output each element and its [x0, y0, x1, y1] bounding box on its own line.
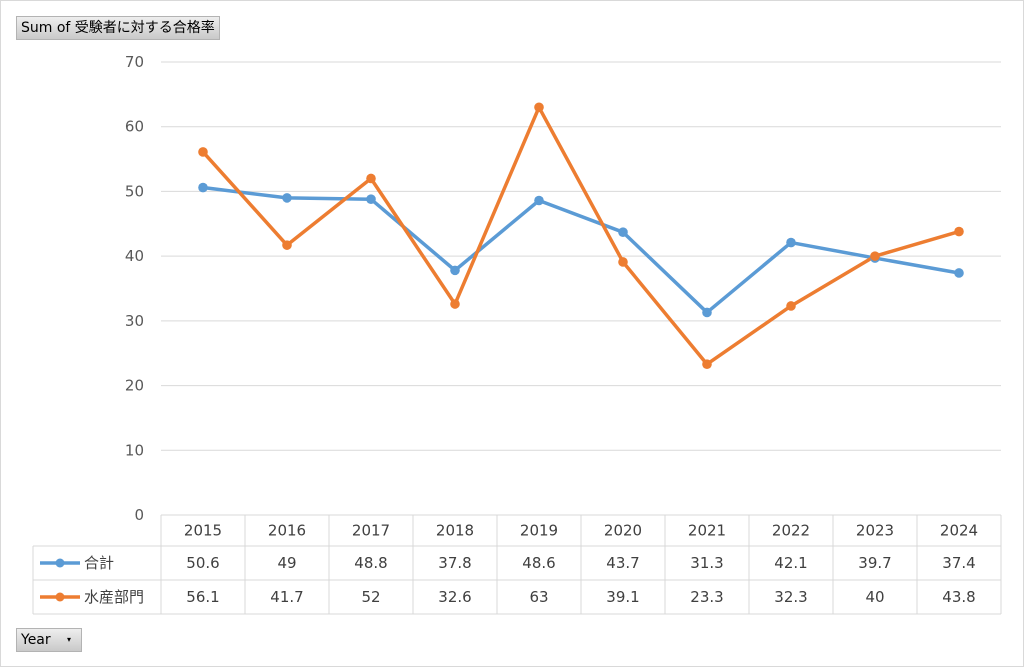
- data-table-value: 40: [865, 588, 884, 606]
- data-point: [786, 301, 796, 311]
- data-point: [618, 257, 628, 267]
- dropdown-arrow-icon[interactable]: ▾: [66, 635, 71, 644]
- data-point: [282, 193, 292, 203]
- data-table-value: 39.1: [606, 588, 639, 606]
- data-point: [198, 182, 208, 193]
- data-point: [198, 147, 208, 157]
- data-point: [618, 227, 628, 237]
- x-tick-label: 2015: [184, 522, 222, 540]
- y-tick-label: 20: [125, 377, 144, 395]
- legend-label: 合計: [84, 554, 114, 572]
- axis-field-button[interactable]: Year ▾: [16, 628, 82, 652]
- y-tick-label: 60: [125, 118, 144, 136]
- y-tick-label: 30: [125, 312, 144, 330]
- series-lines: [201, 105, 961, 366]
- data-table-value: 63: [529, 588, 548, 606]
- data-table-value: 37.8: [438, 554, 471, 572]
- data-point: [786, 237, 796, 248]
- data-point: [534, 102, 544, 113]
- x-tick-label: 2024: [940, 522, 978, 540]
- data-point: [702, 359, 712, 370]
- series-points: [198, 102, 964, 370]
- data-table-value: 37.4: [942, 554, 975, 572]
- x-tick-label: 2017: [352, 522, 390, 540]
- data-table-value: 41.7: [270, 588, 303, 606]
- x-tick-label: 2019: [520, 522, 558, 540]
- data-table-value: 43.8: [942, 588, 975, 606]
- y-tick-label: 40: [125, 247, 144, 265]
- data-point: [366, 173, 376, 184]
- data-table-value: 39.7: [858, 554, 891, 572]
- data-table-value: 56.1: [186, 588, 219, 606]
- data-table-value: 48.6: [522, 554, 555, 572]
- x-tick-label: 2020: [604, 522, 642, 540]
- data-table-value: 49: [277, 554, 296, 572]
- data-table: 2015 2016 2017 2018 2019 2020 2021 2022 2023 2024…: [32, 514, 1002, 615]
- y-tick-label: 10: [125, 441, 144, 459]
- x-tick-label: 2016: [268, 522, 306, 540]
- data-table-value: 42.1: [774, 554, 807, 572]
- legend-label: 水産部門: [84, 588, 144, 606]
- data-point: [702, 307, 712, 318]
- value-field-button[interactable]: Sum of 受験者に対する合格率: [16, 16, 220, 40]
- data-table-value: 32.6: [438, 588, 471, 606]
- data-table-value: 52: [361, 588, 380, 606]
- data-point: [534, 195, 544, 206]
- series-line: [201, 105, 961, 366]
- data-point: [450, 265, 460, 276]
- data-table-value: 23.3: [690, 588, 723, 606]
- x-tick-label: 2023: [856, 522, 894, 540]
- y-axis-ticks: 0 10 20 30 40 50 60 70: [125, 53, 144, 524]
- data-point: [954, 226, 964, 237]
- series-line: [201, 185, 961, 315]
- legend-marker: [55, 558, 65, 568]
- data-point: [954, 268, 964, 278]
- data-table-value: 50.6: [186, 554, 219, 572]
- data-point: [450, 299, 460, 309]
- data-point: [870, 251, 880, 261]
- data-point: [282, 240, 292, 250]
- y-tick-label: 0: [134, 506, 144, 524]
- data-table-value: 32.3: [774, 588, 807, 606]
- data-table-value: 43.7: [606, 554, 639, 572]
- axis-field-label: Year: [21, 632, 51, 648]
- data-table-value: 48.8: [354, 554, 387, 572]
- legend-marker: [55, 592, 65, 602]
- x-tick-label: 2021: [688, 522, 726, 540]
- y-tick-label: 50: [125, 182, 144, 200]
- data-table-value: 31.3: [690, 554, 723, 572]
- data-point: [366, 194, 376, 204]
- x-tick-label: 2022: [772, 522, 810, 540]
- x-tick-label: 2018: [436, 522, 474, 540]
- y-tick-label: 70: [125, 53, 144, 71]
